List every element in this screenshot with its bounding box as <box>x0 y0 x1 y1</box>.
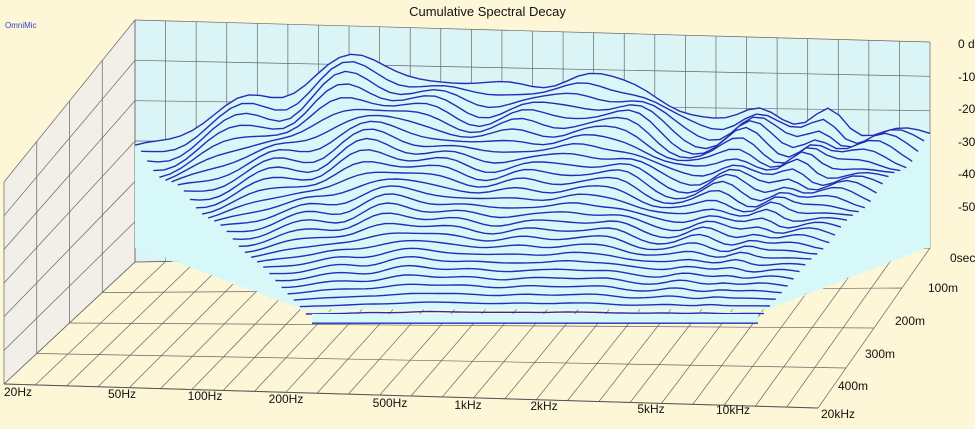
decay-slice <box>305 311 764 314</box>
decay-trace <box>281 274 788 289</box>
z-tick-label: 100m <box>928 281 958 295</box>
x-tick-label: 100Hz <box>188 389 223 403</box>
axis-labels: 20Hz 50Hz 100Hz 200Hz 500Hz 1kHz 2kHz 5kHz 10kHz… <box>4 37 975 421</box>
x-tick-label: 50Hz <box>108 387 136 401</box>
z-tick-label: 400m <box>838 379 868 393</box>
decay-trace <box>287 283 782 295</box>
decay-trace <box>147 70 919 163</box>
decay-slice <box>299 302 770 310</box>
x-tick-label: 1kHz <box>454 398 481 412</box>
x-tick-label: 10kHz <box>716 403 750 417</box>
decay-trace <box>220 185 848 226</box>
decay-slice <box>312 314 758 324</box>
x-tick-label: 5kHz <box>637 402 664 416</box>
decay-trace <box>238 212 830 247</box>
decay-trace <box>269 255 800 275</box>
decay-trace <box>183 128 883 192</box>
decay-slices <box>134 53 931 324</box>
decay-trace <box>177 120 889 186</box>
decay-trace <box>232 202 836 241</box>
y-tick-label: -40 <box>958 167 975 181</box>
decay-trace <box>256 239 812 263</box>
decay-trace <box>214 178 853 222</box>
decay-trace <box>189 137 877 201</box>
decay-trace <box>207 171 859 219</box>
x-tick-label: 20kHz <box>821 407 855 421</box>
x-tick-label: 2kHz <box>530 399 557 413</box>
chart-title: Cumulative Spectral Decay <box>409 4 566 19</box>
decay-trace <box>305 310 764 315</box>
decay-trace <box>195 149 872 209</box>
decay-trace <box>141 60 925 153</box>
decay-trace <box>293 292 776 301</box>
decay-trace <box>134 53 931 146</box>
decay-trace <box>165 108 901 181</box>
x-tick-label: 200Hz <box>269 392 304 406</box>
y-tick-label: -10 <box>958 70 975 84</box>
decay-trace <box>244 222 824 254</box>
y-tick-label: 0 d <box>958 37 975 51</box>
x-tick-label: 20Hz <box>4 385 32 399</box>
decay-trace <box>250 232 818 258</box>
z-tick-label: 300m <box>865 347 895 361</box>
decay-trace <box>275 264 794 282</box>
z-tick-label: 200m <box>895 314 925 328</box>
decay-trace <box>159 97 907 178</box>
decay-trace <box>299 301 770 308</box>
z-tick-label: 0sec <box>950 251 975 265</box>
decay-trace <box>153 83 913 172</box>
decay-trace <box>263 247 806 268</box>
mic-tag: OmniMic <box>5 21 37 30</box>
y-tick-label: -30 <box>958 135 975 149</box>
decay-trace <box>201 161 865 215</box>
x-tick-label: 500Hz <box>373 396 408 410</box>
y-tick-label: -50 <box>958 200 975 214</box>
decay-trace <box>171 114 895 183</box>
y-tick-label: -20 <box>958 102 975 116</box>
decay-trace <box>226 193 842 233</box>
